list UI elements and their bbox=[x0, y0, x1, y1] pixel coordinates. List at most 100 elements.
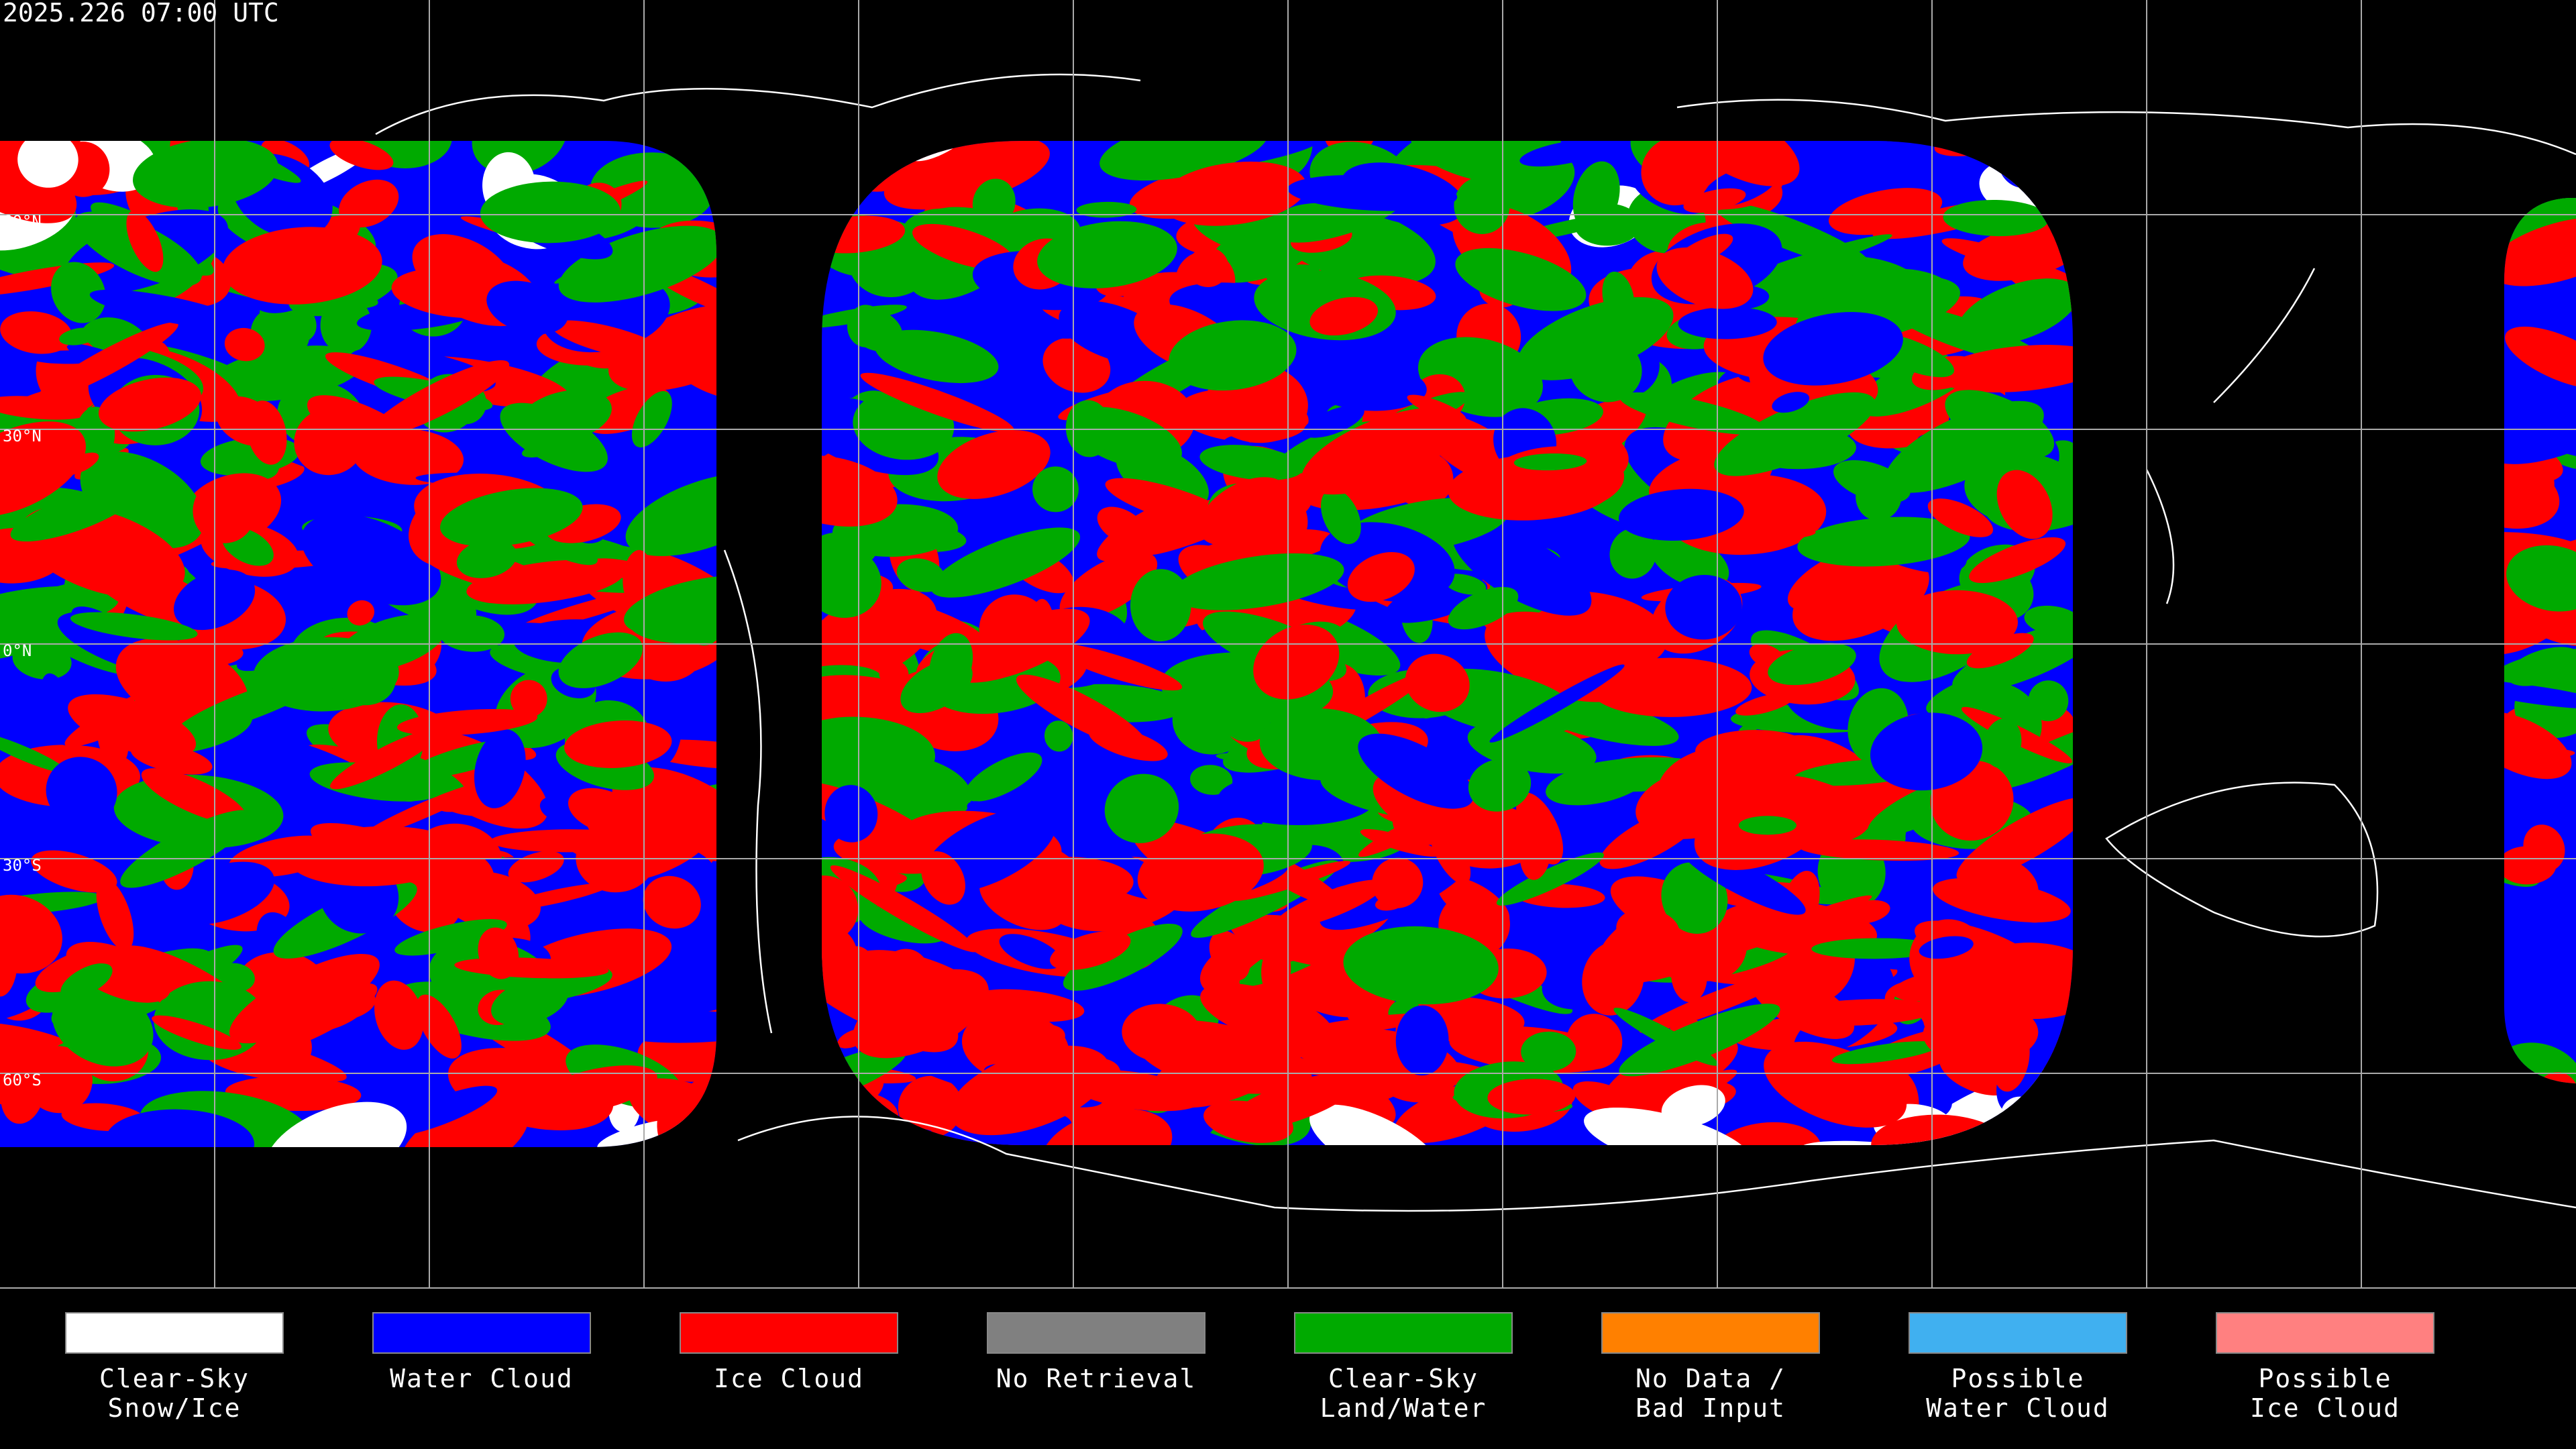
cloud-patch bbox=[368, 360, 510, 438]
cloud-patch bbox=[1063, 923, 1183, 991]
cloud-patch bbox=[1546, 761, 1648, 806]
legend-swatch bbox=[1601, 1312, 1820, 1354]
cloud-patch bbox=[1996, 470, 2053, 539]
cloud-patch bbox=[1513, 453, 1587, 471]
cloud-patch bbox=[68, 694, 197, 758]
cloud-patch bbox=[1811, 1080, 1858, 1122]
legend-swatch bbox=[987, 1312, 1205, 1354]
cloud-patch bbox=[1444, 574, 1487, 595]
cloud-patch bbox=[896, 558, 946, 592]
cloud-patch bbox=[1772, 392, 1810, 413]
graticule bbox=[0, 0, 2576, 1289]
legend-label: Possible bbox=[2258, 1364, 2392, 1393]
cloud-patch bbox=[0, 943, 17, 997]
cloud-patch bbox=[1041, 1108, 1173, 1145]
cloud-patch bbox=[133, 141, 278, 209]
cloud-patch bbox=[1521, 1031, 1576, 1071]
cloud-patch bbox=[1243, 224, 1281, 246]
legend-label: Clear-Sky bbox=[1328, 1364, 1479, 1393]
cloud-patch bbox=[1372, 857, 1424, 908]
cloud-patch bbox=[614, 1020, 716, 1043]
cloud-patch bbox=[394, 981, 551, 1041]
cloud-patch bbox=[1454, 176, 1510, 234]
cloud-patch bbox=[2505, 326, 2576, 389]
cloud-patch bbox=[1263, 1009, 1308, 1079]
cloud-patch bbox=[1321, 488, 1361, 545]
cloud-patch bbox=[1641, 141, 1713, 206]
cloud-patch bbox=[1274, 879, 1385, 929]
satellite-disk bbox=[2504, 198, 2576, 1083]
cloud-patch bbox=[930, 527, 1081, 598]
cloud-patch bbox=[17, 141, 78, 188]
legend-label: Bad Input bbox=[1635, 1393, 1786, 1423]
cloud-patch bbox=[874, 329, 999, 384]
cloud-patch bbox=[937, 430, 1051, 499]
cloud-patch bbox=[1957, 278, 2073, 345]
cloud-patch bbox=[1002, 857, 1134, 908]
cloud-patch bbox=[900, 659, 973, 714]
cloud-patch bbox=[1501, 612, 1650, 653]
cloud-patch bbox=[1811, 938, 1941, 959]
cloud-patch bbox=[1574, 203, 1641, 246]
cloud-patch bbox=[330, 728, 442, 790]
cloud-patch bbox=[2506, 647, 2576, 686]
legend-label: Clear-Sky bbox=[99, 1364, 250, 1393]
cloud-patch bbox=[521, 441, 562, 458]
cloud-patch bbox=[586, 810, 662, 863]
cloud-patch bbox=[1841, 266, 1880, 322]
cloud-patch bbox=[1062, 1057, 1121, 1095]
cloud-patch bbox=[52, 984, 154, 1067]
cloud-patch bbox=[1831, 1041, 1940, 1065]
cloud-patch bbox=[1870, 712, 1983, 791]
cloud-patch bbox=[983, 1113, 1073, 1145]
cloud-patch bbox=[1815, 529, 1853, 563]
cloud-patch bbox=[1681, 141, 1800, 186]
cloud-patch bbox=[0, 311, 72, 354]
cloud-patch bbox=[347, 600, 375, 626]
cloud-patch bbox=[152, 1015, 241, 1050]
cloud-patch bbox=[1896, 590, 2019, 655]
cloud-patch bbox=[1892, 970, 1979, 1002]
latitude-label: 0°N bbox=[3, 641, 32, 660]
cloud-patch bbox=[301, 513, 441, 606]
cloud-patch bbox=[883, 141, 1050, 210]
cloud-patch bbox=[1619, 392, 1766, 435]
cloud-patch bbox=[987, 296, 1030, 341]
cloud-patch bbox=[66, 942, 171, 1003]
legend-swatch bbox=[1294, 1312, 1513, 1354]
cloud-patch bbox=[1533, 731, 1564, 753]
cloud-patch bbox=[658, 321, 716, 400]
cloud-patch bbox=[822, 875, 859, 943]
cloud-patch bbox=[35, 322, 178, 402]
cloud-patch bbox=[539, 796, 572, 821]
cloud-patch bbox=[1519, 822, 1552, 880]
cloud-patch bbox=[1232, 861, 1351, 901]
cloud-patch bbox=[98, 377, 201, 432]
cloud-patch bbox=[1784, 999, 1937, 1026]
cloud-patch bbox=[860, 372, 1014, 433]
cloud-patch bbox=[416, 994, 462, 1059]
cloud-patch bbox=[439, 488, 583, 547]
cloud-patch bbox=[31, 850, 117, 893]
cloud-patch bbox=[1225, 480, 1308, 555]
cloud-patch bbox=[2504, 846, 2557, 885]
cloud-patch bbox=[510, 680, 547, 718]
cloud-patch bbox=[1044, 720, 1073, 752]
cloud-patch bbox=[1519, 141, 1609, 167]
cloud-patch bbox=[1199, 445, 1303, 480]
cloud-patch bbox=[822, 455, 898, 527]
cloud-patch bbox=[89, 289, 241, 328]
cloud-patch bbox=[2508, 596, 2576, 647]
cloud-patch bbox=[1609, 528, 1657, 579]
cloud-patch bbox=[2506, 545, 2576, 612]
cloud-patch bbox=[1829, 188, 1943, 235]
cloud-patch bbox=[1309, 297, 1379, 336]
legend-label: Land/Water bbox=[1320, 1393, 1487, 1423]
cloud-patch bbox=[1358, 733, 1474, 809]
legend-label: Possible bbox=[1951, 1364, 2084, 1393]
latitude-label: 60°N bbox=[3, 212, 42, 231]
cloud-patch bbox=[0, 733, 67, 773]
cloud-patch bbox=[1936, 345, 2073, 392]
legend-swatch bbox=[2216, 1312, 2434, 1354]
cloud-patch bbox=[224, 327, 265, 362]
